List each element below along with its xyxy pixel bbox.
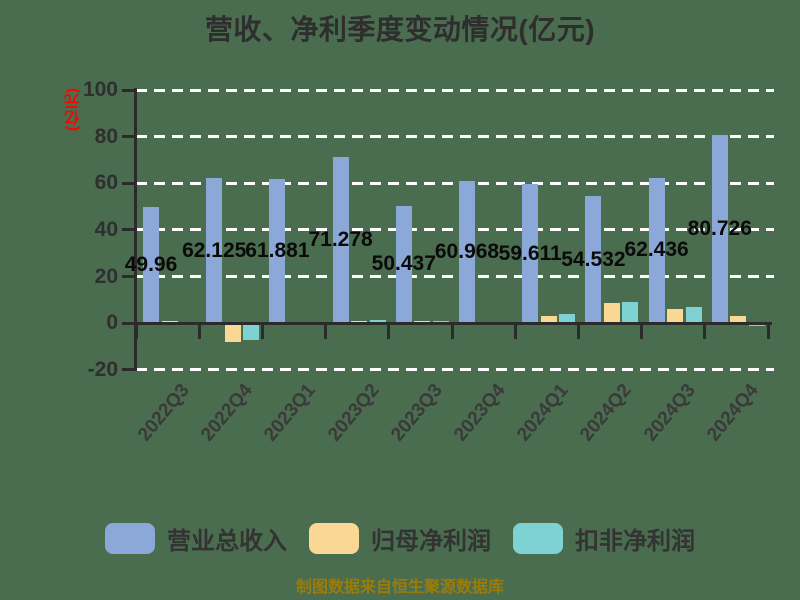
gridline--20 — [136, 368, 774, 372]
bar-扣非净利润-2024Q1 — [559, 314, 576, 324]
bar-归母净利润-2024Q3 — [667, 308, 684, 324]
x-category-label-2023Q1: 2023Q1 — [260, 380, 321, 446]
bar-归母净利润-2022Q4 — [224, 323, 241, 343]
bar-营业总收入-2024Q3 — [648, 177, 665, 324]
legend-item-归母净利润: 归母净利润 — [309, 521, 491, 556]
legend-swatch-icon — [309, 523, 359, 554]
bar-value-label: 54.532 — [561, 247, 626, 271]
bar-扣非净利润-2022Q4 — [243, 323, 260, 341]
y-tick — [122, 368, 136, 372]
gridline-20 — [136, 275, 774, 279]
x-category-label-2024Q3: 2024Q3 — [639, 380, 700, 446]
bar-营业总收入-2023Q2 — [332, 157, 349, 324]
legend-label: 归母净利润 — [371, 528, 491, 555]
y-tick — [122, 181, 136, 185]
y-tick-label: 0 — [106, 311, 118, 335]
x-category-label-2024Q1: 2024Q1 — [513, 380, 573, 446]
y-tick — [122, 228, 136, 232]
bar-归母净利润-2024Q2 — [603, 303, 620, 324]
legend-swatch-icon — [105, 523, 155, 554]
x-category-label-2022Q4: 2022Q4 — [197, 380, 257, 446]
bar-value-label: 62.436 — [624, 238, 689, 262]
bar-value-label: 50.437 — [371, 252, 436, 276]
bar-value-label: 59.611 — [498, 241, 562, 265]
y-tick — [122, 135, 136, 139]
y-tick-label: -20 — [87, 357, 118, 381]
y-tick — [122, 88, 136, 92]
x-tick — [513, 323, 517, 340]
x-category-label-2022Q3: 2022Q3 — [134, 380, 194, 446]
x-category-label-2024Q4: 2024Q4 — [702, 380, 763, 446]
bar-营业总收入-2022Q4 — [206, 178, 223, 324]
bar-扣非净利润-2024Q3 — [685, 306, 702, 324]
x-tick — [324, 323, 328, 340]
y-tick-label: 60 — [94, 171, 118, 195]
x-tick — [387, 323, 391, 340]
y-tick-label: 20 — [94, 264, 118, 288]
x-tick — [260, 323, 264, 340]
x-tick — [640, 323, 644, 340]
y-tick-label: 100 — [82, 78, 118, 101]
y-tick — [122, 275, 136, 279]
y-tick — [122, 321, 136, 325]
x-category-label-2023Q2: 2023Q2 — [323, 380, 384, 446]
x-axis-zero-line — [132, 321, 772, 326]
bar-value-label: 60.968 — [434, 240, 500, 264]
legend-item-营业总收入: 营业总收入 — [105, 521, 287, 556]
y-axis-spine — [134, 88, 137, 371]
gridline-40 — [136, 228, 774, 232]
bar-扣非净利润-2024Q2 — [622, 301, 639, 324]
legend-label: 营业总收入 — [167, 528, 287, 555]
legend-item-扣非净利润: 扣非净利润 — [513, 521, 695, 556]
x-tick — [766, 323, 770, 340]
gridline-80 — [136, 135, 774, 139]
x-category-label-2024Q2: 2024Q2 — [576, 380, 637, 446]
bar-value-label: 80.726 — [687, 217, 752, 241]
bar-营业总收入-2024Q2 — [585, 196, 602, 324]
x-tick — [450, 323, 454, 340]
x-category-label-2023Q4: 2023Q4 — [450, 380, 510, 446]
bar-营业总收入-2023Q4 — [459, 181, 475, 324]
bar-营业总收入-2023Q1 — [269, 178, 286, 324]
data-source-footer: 制图数据来自恒生聚源数据库 — [295, 579, 504, 596]
bar-营业总收入-2023Q3 — [395, 205, 412, 324]
x-tick — [576, 323, 580, 340]
bar-营业总收入-2022Q3 — [143, 206, 159, 324]
bar-value-label: 61.881 — [245, 239, 310, 263]
gridline-100 — [136, 88, 774, 92]
bar-value-label: 62.125 — [182, 238, 247, 262]
bar-归母净利润-2024Q1 — [540, 316, 557, 324]
x-tick — [134, 323, 138, 340]
bar-value-label: 49.96 — [124, 253, 178, 277]
legend-label: 扣非净利润 — [575, 528, 695, 555]
chart-title: 营收、净利季度变动情况(亿元) — [204, 14, 596, 45]
chart-legend: 营业总收入 归母净利润 扣非净利润 — [0, 521, 800, 556]
bar-归母净利润-2024Q4 — [730, 315, 747, 324]
y-tick-label: 80 — [94, 124, 118, 148]
bar-营业总收入-2024Q1 — [522, 184, 539, 324]
x-tick — [703, 323, 707, 340]
bar-营业总收入-2024Q4 — [711, 134, 728, 324]
legend-swatch-icon — [513, 523, 563, 554]
y-tick-label: 40 — [94, 217, 118, 241]
x-category-label-2023Q3: 2023Q3 — [386, 380, 447, 446]
x-tick — [197, 323, 201, 340]
bar-value-label: 71.278 — [308, 228, 373, 252]
gridline-60 — [136, 181, 774, 185]
